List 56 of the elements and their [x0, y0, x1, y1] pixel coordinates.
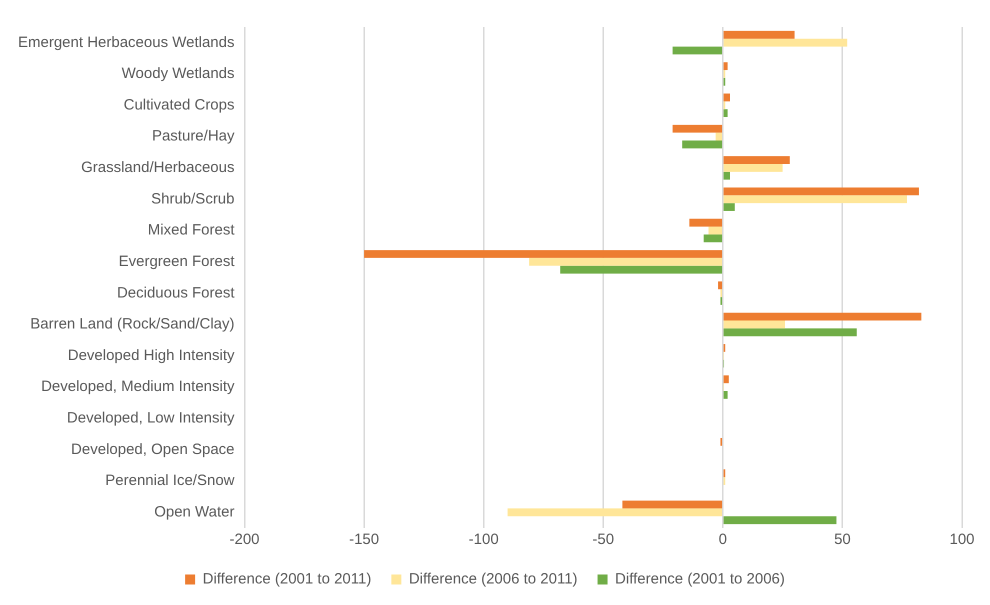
legend-label: Difference (2001 to 2006) — [615, 570, 785, 588]
x-tick-label: -150 — [349, 531, 380, 548]
bar — [724, 312, 922, 321]
bar — [508, 508, 722, 516]
y-tick-label: Cultivated Crops — [124, 96, 235, 114]
bar — [724, 195, 907, 204]
bar — [724, 156, 790, 164]
bar — [724, 328, 857, 336]
y-tick-label: Mixed Forest — [148, 222, 236, 239]
y-tick-label: Developed High Intensity — [68, 346, 236, 364]
bar — [560, 266, 722, 274]
bar — [672, 124, 722, 133]
y-tick-label: Shrub/Scrub — [151, 190, 235, 208]
legend-label: Difference (2001 to 2011) — [202, 570, 372, 588]
bar — [724, 187, 919, 196]
x-tick-label: -50 — [592, 531, 614, 548]
y-tick-label: Woody Wetlands — [122, 65, 235, 82]
bar — [724, 94, 730, 102]
y-tick-label: Open Water — [154, 503, 235, 520]
bar — [724, 38, 848, 47]
y-tick-label: Emergent Herbaceous Wetlands — [18, 34, 235, 51]
y-tick-label: Developed, Medium Intensity — [41, 378, 235, 396]
bar — [622, 500, 722, 508]
x-tick-label: 0 — [718, 531, 728, 548]
y-tick-label: Developed, Open Space — [71, 440, 235, 458]
x-tick-label: 100 — [949, 531, 975, 548]
bar — [689, 218, 722, 227]
y-tick-label: Deciduous Forest — [116, 284, 236, 302]
bar — [724, 375, 729, 384]
bar — [716, 132, 722, 141]
bar — [724, 109, 728, 118]
bar — [724, 203, 735, 211]
y-tick-label: Evergreen Forest — [118, 252, 236, 270]
bar — [724, 516, 836, 524]
bar — [724, 30, 795, 39]
bar — [724, 391, 728, 399]
bar — [682, 140, 722, 148]
y-tick-label: Pasture/Hay — [152, 128, 235, 145]
y-tick-label: Perennial Ice/Snow — [105, 472, 235, 490]
bar — [529, 258, 722, 266]
bar — [364, 250, 722, 258]
x-tick-label: -200 — [229, 531, 260, 548]
bar — [672, 46, 722, 54]
bar — [724, 320, 786, 328]
bar — [718, 281, 722, 290]
y-tick-label: Developed, Low Intensity — [66, 410, 235, 427]
bar — [708, 226, 722, 234]
bar — [704, 234, 722, 242]
y-tick-label: Grassland/Herbaceous — [81, 159, 235, 176]
x-tick-label: 50 — [834, 531, 851, 548]
y-tick-label: Barren Land (Rock/Sand/Clay) — [30, 316, 235, 333]
legend-label: Difference (2006 to 2011) — [408, 570, 578, 588]
x-tick-label: -100 — [468, 531, 499, 548]
bar — [724, 164, 783, 172]
bar — [724, 172, 730, 180]
bar — [724, 62, 728, 70]
